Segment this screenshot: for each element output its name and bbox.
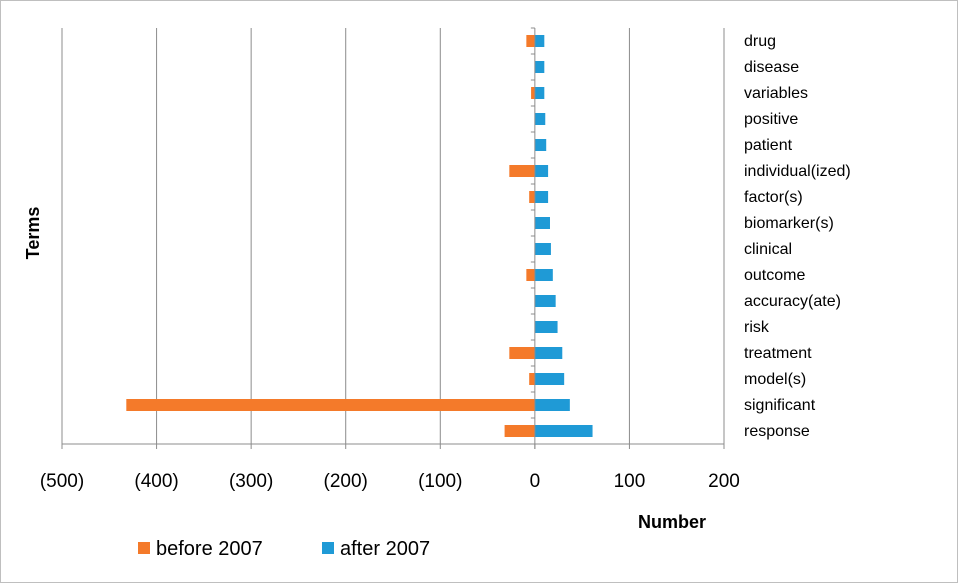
legend-swatch-1 (322, 542, 334, 554)
bar-before-2 (531, 87, 535, 99)
bar-after-10 (534, 295, 556, 307)
x-axis-title: Number (638, 512, 706, 532)
bar-before-15 (504, 425, 535, 437)
bar-after-5 (534, 165, 549, 177)
category-label-0: drug (744, 33, 776, 50)
bar-before-13 (529, 373, 535, 385)
bar-after-13 (534, 373, 565, 385)
category-label-8: clinical (744, 241, 792, 258)
bar-after-14 (534, 399, 570, 411)
bar-after-7 (534, 217, 550, 229)
bar-after-6 (534, 191, 549, 203)
category-label-10: accuracy(ate) (744, 293, 841, 310)
category-label-3: positive (744, 111, 798, 128)
x-tick-label-0: (500) (40, 471, 84, 492)
category-label-13: model(s) (744, 371, 806, 388)
x-tick-label-2: (300) (229, 471, 273, 492)
bar-after-1 (534, 61, 545, 73)
bar-after-0 (534, 35, 545, 47)
x-tick-label-5: 0 (530, 471, 541, 492)
x-tick-label-6: 100 (614, 471, 646, 492)
y-axis-title: Terms (23, 207, 43, 260)
bar-before-6 (529, 191, 535, 203)
category-label-15: response (744, 423, 810, 440)
gridlines (61, 28, 725, 444)
axes (61, 27, 725, 449)
category-label-12: treatment (744, 345, 812, 362)
legend-label-0: before 2007 (156, 538, 263, 560)
bar-after-4 (534, 139, 547, 151)
category-label-11: risk (744, 319, 770, 336)
category-label-2: variables (744, 85, 808, 102)
bar-after-11 (534, 321, 558, 333)
bar-after-9 (534, 269, 553, 281)
bar-before-5 (509, 165, 535, 177)
bar-after-15 (534, 425, 593, 437)
legend-swatch-0 (138, 542, 150, 554)
bar-after-3 (534, 113, 546, 125)
x-tick-label-1: (400) (134, 471, 178, 492)
bar-before-12 (509, 347, 535, 359)
category-label-1: disease (744, 59, 799, 76)
category-label-4: patient (744, 137, 793, 154)
labels: (500) (400) (300) (200) (100) 0 100 200 drug dis… (40, 33, 851, 492)
bar-after-2 (534, 87, 545, 99)
bar-before-0 (526, 35, 535, 47)
category-label-6: factor(s) (744, 189, 803, 206)
bars (126, 35, 593, 437)
bar-before-9 (526, 269, 535, 281)
category-label-7: biomarker(s) (744, 215, 834, 232)
bar-before-14 (126, 399, 535, 411)
x-tick-label-4: (100) (418, 471, 462, 492)
category-label-9: outcome (744, 267, 805, 284)
bar-after-8 (534, 243, 551, 255)
x-tick-label-7: 200 (708, 471, 740, 492)
category-label-14: significant (744, 397, 816, 414)
bar-after-12 (534, 347, 563, 359)
legend-label-1: after 2007 (340, 538, 430, 560)
category-label-5: individual(ized) (744, 163, 851, 180)
x-tick-label-3: (200) (324, 471, 368, 492)
legend: before 2007 after 2007 (138, 538, 430, 560)
